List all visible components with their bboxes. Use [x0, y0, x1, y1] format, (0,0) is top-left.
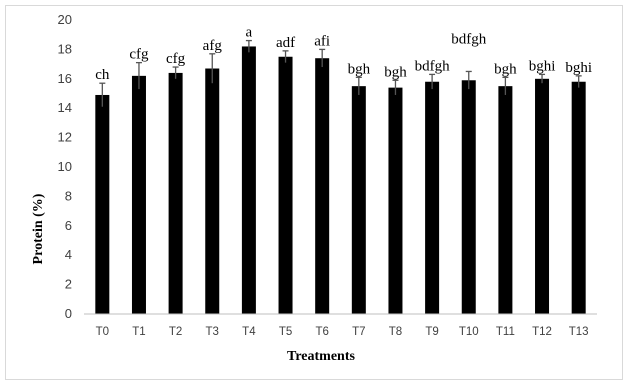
bar	[315, 58, 330, 314]
significance-label: bghi	[565, 60, 592, 76]
x-tick-label: T3	[206, 326, 219, 338]
x-tick-label: T7	[352, 326, 365, 338]
bar	[241, 46, 256, 315]
y-axis-ticks: 0 2 4 6 8 10 12 14 16 18 20	[58, 12, 72, 321]
y-tick-label: 2	[65, 277, 72, 292]
x-tick-label: T4	[242, 326, 256, 338]
significance-label: afg	[203, 38, 223, 54]
x-tick-label: T8	[389, 326, 402, 338]
y-tick-label: 0	[65, 306, 72, 321]
y-tick-label: 12	[58, 130, 72, 145]
y-tick-label: 6	[65, 218, 72, 233]
y-tick-label: 10	[58, 159, 72, 174]
significance-label: bgh	[348, 61, 371, 77]
x-tick-label: T0	[96, 326, 109, 338]
x-tick-label: T2	[169, 326, 182, 338]
x-axis-title: Treatments	[287, 349, 355, 364]
significance-label: bgh	[384, 64, 407, 80]
significance-label: bghi	[529, 58, 556, 74]
significance-label: ch	[95, 67, 110, 83]
bar	[351, 86, 366, 315]
significance-label: bdfgh	[451, 31, 486, 47]
significance-label: adf	[276, 35, 295, 51]
bar	[498, 86, 513, 315]
y-tick-label: 16	[58, 71, 72, 86]
significance-label: afi	[314, 33, 330, 49]
significance-label: bgh	[494, 61, 517, 77]
x-tick-label: T5	[279, 326, 292, 338]
bar	[131, 75, 146, 314]
x-tick-label: T9	[425, 326, 438, 338]
significance-label: bdfgh	[415, 58, 450, 74]
bars-group	[95, 46, 586, 315]
x-tick-label: T13	[569, 326, 589, 338]
bar	[168, 72, 183, 314]
y-axis-title: Protein (%)	[31, 193, 46, 264]
y-tick-label: 20	[58, 12, 72, 27]
y-tick-label: 4	[65, 247, 72, 262]
bar	[425, 81, 440, 315]
significance-label: cfg	[129, 47, 149, 63]
x-tick-label: T11	[496, 326, 515, 338]
error-bars-group	[99, 39, 582, 107]
y-tick-label: 18	[58, 41, 72, 56]
x-tick-label: T6	[315, 326, 328, 338]
significance-label: cfg	[166, 51, 186, 67]
y-tick-label: 14	[58, 100, 72, 115]
bar	[205, 68, 220, 314]
bar	[95, 94, 110, 314]
significance-label: a	[246, 25, 253, 41]
y-tick-label: 8	[65, 188, 72, 203]
bar	[461, 80, 476, 315]
x-axis-categories: T0 T1 T2 T3 T4 T5 T6 T7 T8 T9 T10 T11 T12 T13	[96, 326, 589, 338]
bar	[571, 81, 586, 315]
x-tick-label: T10	[459, 326, 479, 338]
x-tick-label: T1	[132, 326, 145, 338]
bar	[278, 56, 293, 314]
bar	[388, 87, 403, 315]
x-tick-label: T12	[532, 326, 552, 338]
bar	[535, 78, 550, 314]
